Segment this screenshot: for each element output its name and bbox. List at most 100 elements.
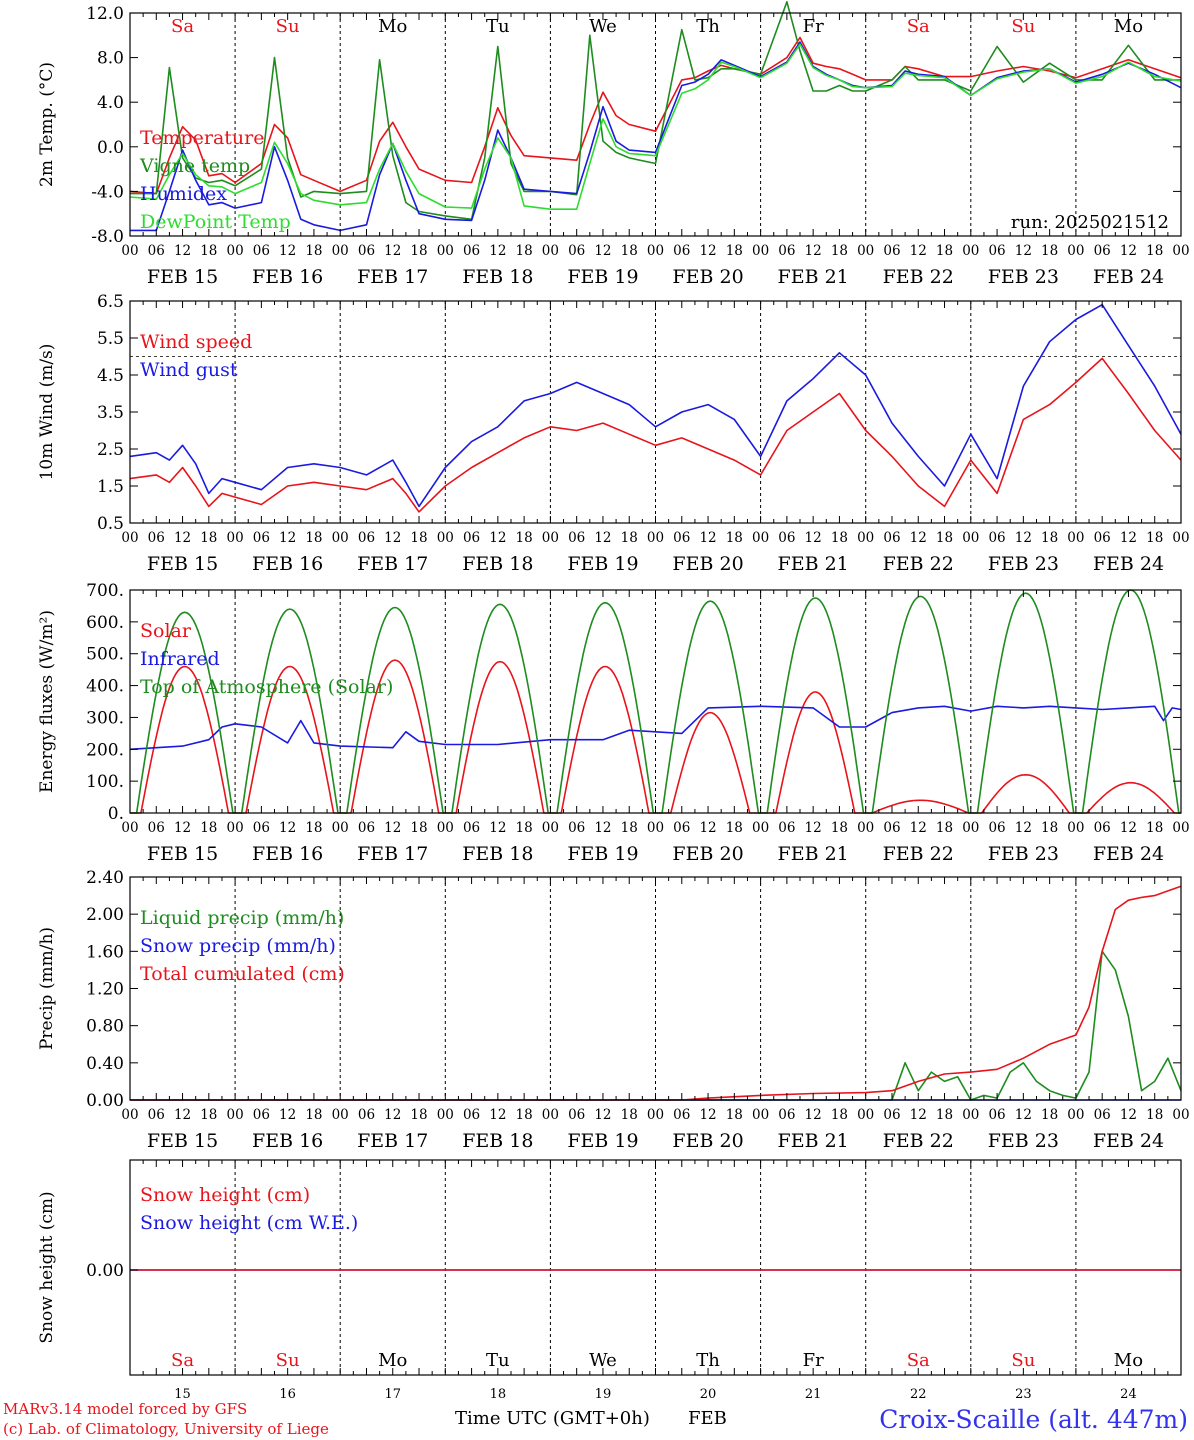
legend-entry: DewPoint Temp: [140, 211, 291, 233]
hour-tick-label: 00: [437, 1107, 454, 1123]
day-label: FEB 17: [357, 843, 428, 865]
hour-tick-label: 06: [673, 530, 690, 546]
hour-tick-label: 06: [673, 243, 690, 259]
day-label: FEB 20: [672, 843, 743, 865]
y-tick-label: 0.: [108, 804, 124, 824]
hour-tick-label: 18: [936, 530, 953, 546]
hour-tick-label: 00: [752, 1107, 769, 1123]
hour-tick-label: 06: [988, 1107, 1005, 1123]
y-tick-label: 2.40: [86, 868, 124, 888]
y-tick-label: 700.: [86, 581, 124, 601]
hour-tick-label: 18: [621, 530, 638, 546]
weekday-label: Sa: [907, 16, 930, 37]
day-label: FEB 16: [252, 266, 323, 288]
hour-tick-label: 18: [726, 530, 743, 546]
day-label: FEB 22: [883, 553, 954, 575]
day-label: FEB 17: [357, 266, 428, 288]
hour-tick-label: 12: [1015, 820, 1032, 836]
day-label: FEB 16: [252, 843, 323, 865]
legend-entry: Infrared: [140, 648, 220, 670]
y-tick-label: 2.00: [86, 905, 124, 925]
hour-tick-label: 06: [253, 243, 270, 259]
hour-tick-label: 18: [1041, 530, 1058, 546]
hour-tick-label: 00: [1067, 243, 1084, 259]
hour-tick-label: 06: [778, 820, 795, 836]
legend-entry: Humidex: [140, 183, 227, 205]
day-label: FEB 15: [147, 843, 218, 865]
hour-tick-label: 00: [962, 243, 979, 259]
legend-entry: Solar: [140, 620, 192, 642]
weekday-label: Su: [276, 1350, 300, 1371]
hour-tick-label: 06: [358, 530, 375, 546]
hour-tick-label: 06: [673, 1107, 690, 1123]
hour-tick-label: 18: [516, 530, 533, 546]
hour-tick-label: 00: [647, 243, 664, 259]
legend-entry: Total cumulated (cm): [140, 963, 345, 985]
hour-tick-label: 06: [148, 243, 165, 259]
hour-tick-label: 00: [647, 1107, 664, 1123]
weekday-label: We: [589, 16, 617, 37]
hour-tick-label: 00: [227, 243, 244, 259]
series-layer: [129, 1, 1182, 1271]
hour-tick-label: 06: [1094, 243, 1111, 259]
hour-tick-label: 06: [253, 820, 270, 836]
hour-tick-label: 12: [805, 820, 822, 836]
series-line: [129, 43, 1182, 210]
day-label: FEB 15: [147, 1130, 218, 1152]
hour-tick-label: 12: [489, 243, 506, 259]
legend-entry: Temperature: [140, 127, 264, 149]
y-tick-label: 0.0: [97, 138, 124, 158]
hour-tick-label: 12: [910, 820, 927, 836]
hour-tick-label: 12: [384, 243, 401, 259]
hour-tick-label: 12: [910, 530, 927, 546]
legend-entry: Snow precip (mm/h): [140, 935, 336, 957]
hour-tick-label: 00: [857, 530, 874, 546]
y-tick-label: 0.00: [86, 1261, 124, 1281]
hour-tick-label: 00: [1067, 1107, 1084, 1123]
hour-tick-label: 06: [358, 243, 375, 259]
day-label: FEB 23: [988, 843, 1059, 865]
hour-tick-label: 00: [1067, 530, 1084, 546]
hour-tick-label: 06: [883, 820, 900, 836]
series-line: [129, 36, 1182, 195]
hour-tick-label: 12: [1015, 1107, 1032, 1123]
day-label: FEB 20: [672, 266, 743, 288]
hour-tick-label: 18: [200, 243, 217, 259]
day-label: FEB 18: [462, 266, 533, 288]
day-number-label: 21: [805, 1387, 822, 1402]
footer-model: MARv3.14 model forced by GFS: [3, 1400, 247, 1418]
hour-tick-label: 06: [148, 1107, 165, 1123]
hour-tick-label: 12: [805, 530, 822, 546]
y-tick-label: 1.60: [86, 942, 124, 962]
weekday-label: We: [589, 1350, 617, 1371]
hour-tick-label: 12: [699, 243, 716, 259]
hour-tick-label: 12: [805, 243, 822, 259]
hour-tick-label: 18: [410, 820, 427, 836]
hour-tick-label: 18: [200, 820, 217, 836]
y-tick-label: 0.40: [86, 1054, 124, 1074]
run-annotation: run: 2025021512: [1011, 212, 1169, 233]
hour-tick-label: 18: [200, 530, 217, 546]
hour-tick-label: 12: [279, 530, 296, 546]
day-label: FEB 18: [462, 1130, 533, 1152]
day-label: FEB 23: [988, 266, 1059, 288]
day-label: FEB 15: [147, 553, 218, 575]
weekday-label: Su: [276, 16, 300, 37]
hour-tick-label: 18: [1041, 243, 1058, 259]
y-tick-label: 1.20: [86, 980, 124, 1000]
panel-frame: [129, 589, 1182, 814]
hour-tick-label: 06: [883, 1107, 900, 1123]
hour-tick-label: 00: [542, 820, 559, 836]
weekday-label: Fr: [803, 16, 824, 37]
hour-tick-label: 18: [410, 1107, 427, 1123]
hour-tick-label: 18: [410, 530, 427, 546]
weekday-label: Mo: [1114, 16, 1143, 37]
day-label: FEB 16: [252, 1130, 323, 1152]
day-label: FEB 24: [1093, 266, 1164, 288]
hour-tick-label: 00: [752, 820, 769, 836]
hour-tick-label: 06: [568, 820, 585, 836]
hour-tick-label: 00: [332, 820, 349, 836]
hour-tick-label: 12: [805, 1107, 822, 1123]
weekday-label: Su: [1011, 16, 1035, 37]
hour-tick-label: 12: [279, 243, 296, 259]
